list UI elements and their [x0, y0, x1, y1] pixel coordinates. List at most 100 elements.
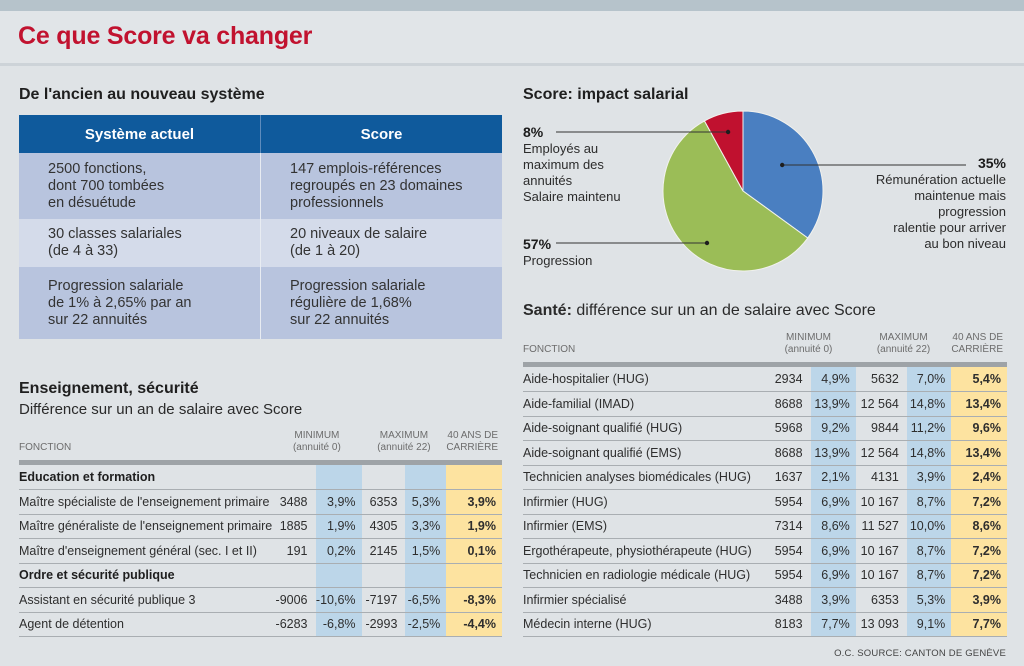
- pie-value-35: 35%: [977, 155, 1006, 171]
- header-line: (annuité 22): [876, 344, 931, 355]
- career-pct-cell: 3,9%: [446, 489, 502, 515]
- minimum-value-cell: 5954: [761, 538, 811, 564]
- table-group-row: Education et formation: [19, 465, 502, 490]
- minimum-value-cell: 5954: [761, 489, 811, 515]
- header-line: MAXIMUM: [879, 332, 928, 343]
- maximum-value-cell: 6353: [361, 489, 406, 515]
- cell-line: professionnels: [290, 194, 384, 211]
- cell-line: sur 22 annuités: [290, 311, 390, 328]
- header-line: MINIMUM: [785, 332, 831, 343]
- career-pct-cell: 13,4%: [951, 440, 1007, 466]
- maximum-pct-cell: -6,5%: [405, 587, 447, 613]
- header-rule: [19, 460, 502, 465]
- comparison-row: Progression salariale de 1% à 2,65% par a…: [19, 267, 502, 339]
- pie-label-line: Salaire maintenu: [523, 189, 621, 204]
- maximum-value-cell: 5632: [855, 367, 907, 392]
- career-pct-cell: 2,4%: [951, 465, 1007, 490]
- cell-line: 30 classes salariales: [48, 226, 182, 242]
- pie-value-8: 8%: [523, 124, 544, 140]
- maximum-value-cell: 10 167: [855, 563, 907, 588]
- maximum-pct-cell: 5,3%: [906, 587, 952, 613]
- table-row: Aide-soignant qualifié (HUG) 5968 9,2% 9844…: [523, 416, 1007, 441]
- cell-line: 147 emplois-références: [290, 160, 442, 177]
- current-system-cell: 2500 fonctions, dont 700 tombées en désuét…: [19, 153, 261, 219]
- page-title: Ce que Score va changer: [18, 22, 313, 50]
- comparison-heading: De l'ancien au nouveau système: [19, 86, 265, 103]
- pie-leader-dot: [725, 129, 731, 135]
- header-line: (annuité 0): [784, 344, 833, 355]
- fonction-cell: Aide-familial (IMAD): [523, 391, 762, 417]
- table-row: Assistant en sécurité publique 3 -9006 -10…: [19, 587, 502, 613]
- empty-cell: [405, 563, 447, 588]
- minimum-pct-cell: 13,9%: [810, 391, 856, 417]
- education-table-title: Enseignement, sécurité: [19, 380, 199, 397]
- fonction-cell: Infirmier (HUG): [523, 489, 762, 515]
- maximum-value-cell: 12 564: [855, 440, 907, 466]
- minimum-pct-cell: 1,9%: [315, 514, 362, 539]
- header-line: MAXIMUM: [379, 430, 429, 441]
- empty-cell: [446, 563, 502, 588]
- cell-line: en désuétude: [48, 194, 136, 211]
- minimum-pct-cell: 7,7%: [810, 612, 856, 637]
- minimum-value-cell: 7314: [761, 514, 811, 539]
- empty-cell: [272, 465, 316, 490]
- group-label: Education et formation: [19, 465, 273, 490]
- minimum-pct-cell: 13,9%: [810, 440, 856, 466]
- header-line: 40 ANS DE: [952, 332, 1003, 343]
- table-row: Infirmier (HUG) 5954 6,9% 10 167 8,7% 7,2%: [523, 489, 1007, 515]
- source-credit: O.C. SOURCE: CANTON DE GENÈVE: [834, 648, 1006, 659]
- current-system-cell: 30 classes salariales (de 4 à 33): [19, 219, 261, 267]
- cell-line: régulière de 1,68%: [290, 294, 412, 311]
- cell-line: 2500 fonctions,: [48, 160, 147, 177]
- career-pct-cell: -8,3%: [446, 587, 502, 613]
- pie-slice-57: [662, 120, 809, 272]
- empty-cell: [315, 563, 362, 588]
- table-header-row: FONCTION MINIMUM (annuité 0) MAXIMUM (annuit…: [523, 322, 1007, 362]
- column-header-score: Score: [260, 115, 502, 153]
- score-cell: Progression salariale régulière de 1,68% s…: [260, 267, 502, 339]
- cell-line: Progression salariale: [290, 277, 426, 294]
- minimum-value-cell: -9006: [272, 587, 316, 613]
- minimum-pct-cell: 0,2%: [315, 538, 362, 564]
- table-row: Ergothérapeute, physiothérapeute (HUG) 59…: [523, 538, 1007, 564]
- minimum-value-cell: 2934: [761, 367, 811, 392]
- empty-cell: [315, 465, 362, 490]
- pie-label-line: Progression: [523, 253, 593, 268]
- minimum-value-cell: 3488: [272, 489, 316, 515]
- header-line: FONCTION: [19, 442, 72, 453]
- fonction-cell: Aide-hospitalier (HUG): [523, 367, 762, 392]
- minimum-value-cell: 8688: [761, 440, 811, 466]
- pie-label-8: 8% Employés au maximum des annuités Salaire…: [523, 124, 621, 205]
- maximum-pct-cell: 8,7%: [906, 489, 952, 515]
- table-header-row: FONCTION MINIMUM (annuité 0) MAXIMUM (annuit…: [19, 420, 502, 460]
- pie-label-57: 57% Progression: [523, 236, 592, 269]
- header-line: CARRIÈRE: [446, 442, 498, 453]
- pie-label-line: Employés au: [523, 141, 599, 156]
- health-table-title: Santé:: [523, 302, 572, 319]
- maximum-value-cell: 9844: [855, 416, 907, 441]
- career-pct-cell: 3,9%: [951, 587, 1007, 613]
- career-pct-cell: 13,4%: [951, 391, 1007, 417]
- empty-cell: [361, 563, 406, 588]
- maximum-value-cell: 12 564: [855, 391, 907, 417]
- education-security-table: FONCTION MINIMUM (annuité 0) MAXIMUM (annuit…: [19, 420, 502, 637]
- pie-leader-dot: [780, 162, 785, 168]
- fonction-cell: Technicien analyses biomédicales (HUG): [523, 465, 762, 490]
- fonction-cell: Ergothérapeute, physiothérapeute (HUG): [523, 538, 762, 564]
- pie-value-57: 57%: [523, 236, 552, 252]
- header-line: FONCTION: [523, 344, 576, 355]
- maximum-value-cell: -2993: [361, 612, 406, 637]
- table-row: Infirmier (EMS) 7314 8,6% 11 527 10,0% 8,6%: [523, 514, 1007, 539]
- career-pct-cell: 1,9%: [446, 514, 502, 539]
- empty-cell: [446, 465, 502, 490]
- maximum-pct-cell: 3,3%: [405, 514, 447, 539]
- minimum-pct-cell: -6,8%: [315, 612, 362, 637]
- career-pct-cell: 7,2%: [951, 538, 1007, 564]
- fonction-cell: Assistant en sécurité publique 3: [19, 587, 273, 613]
- minimum-pct-cell: 6,9%: [810, 489, 856, 515]
- header-line: 40 ANS DE: [447, 430, 498, 441]
- table-group-row: Ordre et sécurité publique: [19, 563, 502, 588]
- fonction-cell: Infirmier (EMS): [523, 514, 762, 539]
- cell-line: sur 22 annuités: [48, 311, 148, 328]
- column-header-current: Système actuel: [19, 115, 261, 153]
